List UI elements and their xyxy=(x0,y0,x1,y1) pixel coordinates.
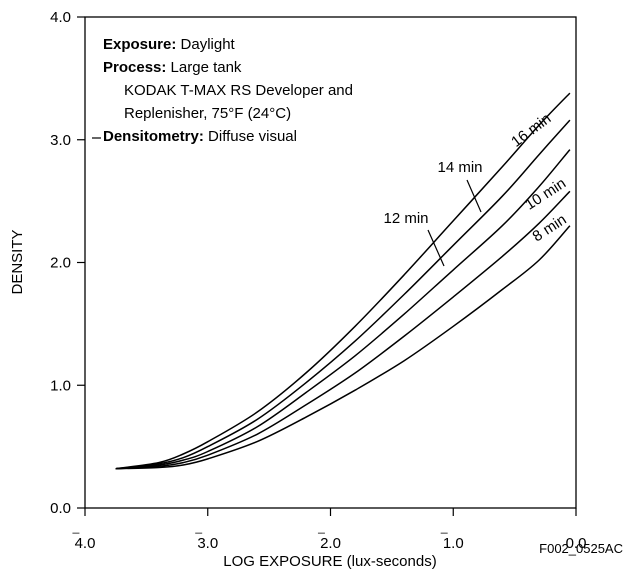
x-tick-label: _ 1.0 xyxy=(440,520,464,552)
x-tick-label: _ 4.0 xyxy=(72,520,96,552)
process-annotation: Exposure: Daylight Process: Large tank KOD… xyxy=(92,36,353,145)
y-tick-label: 3.0 xyxy=(50,132,71,149)
curve-10-min xyxy=(115,190,571,470)
curve-label-leader xyxy=(427,229,445,267)
annotation-key: Exposure: xyxy=(103,36,176,53)
curve-label: 14 min xyxy=(437,159,482,176)
series-group xyxy=(115,92,571,470)
annotation-line: Process: Large tank xyxy=(103,59,242,76)
curve-label: 12 min xyxy=(383,210,428,227)
annotation-value: Daylight xyxy=(176,36,235,53)
y-tick-label: 2.0 xyxy=(50,255,71,272)
curve-16-min xyxy=(115,92,571,470)
x-tick-digits: 0.0 xyxy=(566,535,587,552)
y-axis-title: DENSITY xyxy=(9,229,26,294)
annotation-value: Diffuse visual xyxy=(204,128,297,145)
annotation-key: Densitometry: xyxy=(103,128,204,145)
curve-label-leader xyxy=(466,179,482,213)
x-tick-digits: 4.0 xyxy=(75,535,96,552)
x-axis: _ 4.0_ 3.0_ 2.0_ 1.0 0.0 xyxy=(72,508,587,552)
y-tick-label: 0.0 xyxy=(50,500,71,517)
x-tick-bar: _ xyxy=(194,520,202,534)
annotation-line: KODAK T-MAX RS Developer and xyxy=(124,82,353,99)
annotation-value: KODAK T-MAX RS Developer and xyxy=(124,82,353,99)
x-tick-bar: _ xyxy=(72,520,80,534)
annotation-value: Replenisher, 75°F (24°C) xyxy=(124,105,291,122)
annotation-key: Process: xyxy=(103,59,166,76)
annotation-line: Replenisher, 75°F (24°C) xyxy=(124,105,291,122)
x-tick-label: _ 2.0 xyxy=(317,520,341,552)
annotation-value: Large tank xyxy=(166,59,242,76)
x-tick-bar: _ xyxy=(317,520,325,534)
x-tick-label: 0.0 xyxy=(566,535,587,552)
curve-14-min xyxy=(115,119,571,470)
x-axis-title: LOG EXPOSURE (lux-seconds) xyxy=(223,553,436,570)
curve-12-min xyxy=(115,149,571,470)
annotation-line: Densitometry: Diffuse visual xyxy=(103,128,297,145)
y-tick-label: 1.0 xyxy=(50,377,71,394)
x-tick-bar: _ xyxy=(440,520,448,534)
curve-label: 10 min xyxy=(522,175,569,214)
curve-8-min xyxy=(115,225,571,470)
y-axis: 0.0 1.0 2.0 3.0 4.0 xyxy=(50,9,85,517)
curve-label: 8 min xyxy=(530,211,570,245)
x-tick-label: _ 3.0 xyxy=(194,520,218,552)
figure-id: F002_0525AC xyxy=(539,541,623,556)
x-tick-digits: 3.0 xyxy=(197,535,218,552)
annotation-line: Exposure: Daylight xyxy=(103,36,236,53)
y-tick-label: 4.0 xyxy=(50,9,71,26)
x-tick-digits: 1.0 xyxy=(443,535,464,552)
x-tick-digits: 2.0 xyxy=(320,535,341,552)
